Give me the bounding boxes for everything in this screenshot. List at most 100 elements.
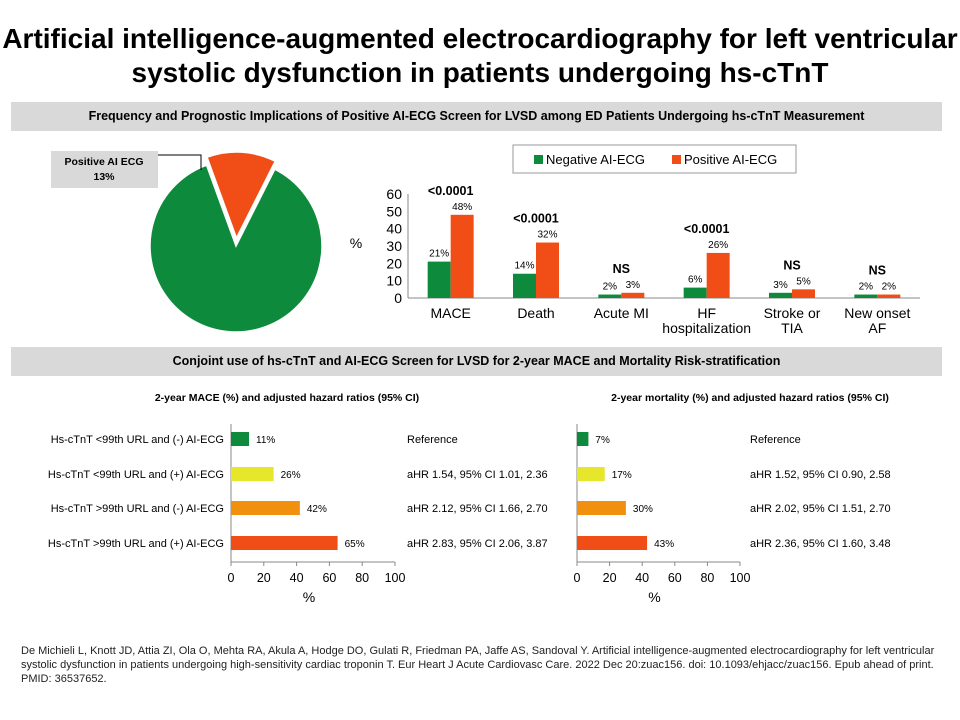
bar-y-tick-label: 30: [386, 238, 402, 254]
bar-category-label: TIA: [781, 320, 803, 336]
hbar-hazard-ratio: aHR 2.36, 95% CI 1.60, 3.48: [750, 538, 891, 550]
hbar-bar: [231, 536, 338, 550]
hbar-chart-title: 2-year MACE (%) and adjusted hazard rati…: [155, 392, 419, 404]
hbar-bar: [577, 501, 626, 515]
hbar-category-label: Hs-cTnT <99th URL and (+) AI-ECG: [48, 469, 224, 481]
section-header-conjoint: Conjoint use of hs-cTnT and AI-ECG Scree…: [11, 347, 942, 376]
bar-y-tick-label: 50: [386, 203, 402, 219]
bar-value-label: 6%: [688, 275, 703, 286]
hbar-bar: [231, 501, 300, 515]
bar-value-label: 32%: [537, 230, 557, 241]
bar-category-label: hospitalization: [662, 320, 751, 336]
bar-value-label: 3%: [626, 280, 641, 291]
hbar-value-label: 17%: [612, 470, 632, 481]
bar-positive: [706, 252, 730, 298]
significance-label: NS: [783, 258, 800, 272]
hbar-x-tick-label: 20: [257, 571, 271, 585]
section-header-frequency: Frequency and Prognostic Implications of…: [11, 102, 942, 131]
pie-callout-value: 13%: [93, 171, 115, 183]
bar-negative: [513, 273, 536, 298]
hbar-value-label: 65%: [345, 539, 365, 550]
hbar-category-label: Hs-cTnT >99th URL and (-) AI-ECG: [51, 503, 224, 515]
bar-value-label: 3%: [773, 280, 788, 291]
bar-y-axis-title: %: [350, 235, 362, 251]
bar-y-tick-label: 40: [386, 221, 402, 237]
hbar-bar: [231, 432, 250, 446]
significance-label: NS: [869, 264, 886, 278]
bar-value-label: 5%: [796, 276, 811, 287]
bar-category-label: AF: [868, 320, 886, 336]
legend-swatch-0: [534, 155, 543, 164]
bar-y-tick-label: 0: [394, 290, 402, 306]
page-title: Artificial intelligence-augmented electr…: [2, 23, 958, 88]
hbar-category-label: Hs-cTnT >99th URL and (+) AI-ECG: [48, 538, 224, 550]
bar-positive: [877, 294, 901, 298]
hbar-hazard-ratio: aHR 2.02, 95% CI 1.51, 2.70: [750, 503, 891, 515]
bar-value-label: 21%: [429, 249, 449, 260]
bar-value-label: 14%: [514, 261, 534, 272]
hbar-hazard-ratio: Reference: [750, 434, 801, 446]
significance-label: <0.0001: [428, 184, 474, 198]
bar-category-label: HF: [697, 305, 716, 321]
hbar-chart-title: 2-year mortality (%) and adjusted hazard…: [611, 392, 889, 404]
legend-label-0: Negative AI-ECG: [546, 152, 645, 167]
bar-negative: [769, 292, 792, 298]
bar-y-tick-label: 20: [386, 255, 402, 271]
hbar-bar: [577, 432, 589, 446]
hbar-x-tick-label: 60: [322, 571, 336, 585]
legend-box: [512, 144, 797, 174]
bar-category-label: Stroke or: [764, 305, 821, 321]
bar-negative: [683, 287, 707, 298]
hbar-x-axis-title: %: [648, 589, 660, 605]
legend-swatch-1: [672, 155, 681, 164]
hbar-category-label: Hs-cTnT <99th URL and (-) AI-ECG: [51, 434, 224, 446]
pie-callout-box: [51, 151, 158, 188]
bar-value-label: 2%: [859, 282, 874, 293]
hbar-x-tick-label: 80: [700, 571, 714, 585]
hbar-x-tick-label: 0: [574, 571, 581, 585]
significance-label: NS: [613, 262, 630, 276]
hbar-hazard-ratio: Reference: [407, 434, 458, 446]
legend-label-1: Positive AI-ECG: [684, 152, 777, 167]
hbar-bar: [577, 536, 648, 550]
hbar-hazard-ratio: aHR 1.54, 95% CI 1.01, 2.36: [407, 469, 548, 481]
hbar-value-label: 42%: [307, 504, 327, 515]
hbar-x-tick-label: 60: [668, 571, 682, 585]
significance-label: <0.0001: [513, 212, 559, 226]
hbar-value-label: 26%: [281, 470, 301, 481]
pie-slice-negative: [149, 164, 323, 333]
hbar-x-axis-title: %: [303, 589, 315, 605]
hbar-x-tick-label: 40: [290, 571, 304, 585]
hbar-x-tick-label: 100: [385, 571, 406, 585]
bar-y-tick-label: 10: [386, 273, 402, 289]
hbar-x-tick-label: 80: [355, 571, 369, 585]
hbar-hazard-ratio: aHR 2.12, 95% CI 1.66, 2.70: [407, 503, 548, 515]
hbar-x-tick-label: 20: [603, 571, 617, 585]
bar-positive: [450, 214, 474, 298]
hbar-x-tick-label: 100: [730, 571, 751, 585]
bar-value-label: 2%: [882, 282, 897, 293]
bar-positive: [621, 292, 645, 298]
bar-value-label: 2%: [603, 282, 618, 293]
bar-category-label: Death: [517, 305, 554, 321]
hbar-bar: [577, 467, 605, 481]
hbar-value-label: 11%: [256, 435, 275, 446]
hbar-value-label: 30%: [633, 504, 653, 515]
bar-value-label: 48%: [452, 202, 472, 213]
pie-callout-leader: [158, 154, 202, 170]
hbar-hazard-ratio: aHR 2.83, 95% CI 2.06, 3.87: [407, 538, 548, 550]
hbar-hazard-ratio: aHR 1.52, 95% CI 0.90, 2.58: [750, 469, 891, 481]
hbar-x-tick-label: 0: [228, 571, 235, 585]
pie-callout-label: Positive AI ECG: [65, 156, 144, 168]
pie-slice-positive: [206, 151, 277, 240]
citation: De Michieli L, Knott JD, Attia ZI, Ola O…: [21, 645, 935, 685]
bar-positive: [792, 289, 815, 298]
bar-category-label: New onset: [844, 305, 910, 321]
bar-value-label: 26%: [708, 240, 728, 251]
hbar-x-tick-label: 40: [635, 571, 649, 585]
bar-positive: [536, 242, 559, 298]
bar-negative: [427, 261, 451, 298]
bar-category-label: Acute MI: [594, 305, 649, 321]
bar-y-tick-label: 60: [386, 186, 402, 202]
